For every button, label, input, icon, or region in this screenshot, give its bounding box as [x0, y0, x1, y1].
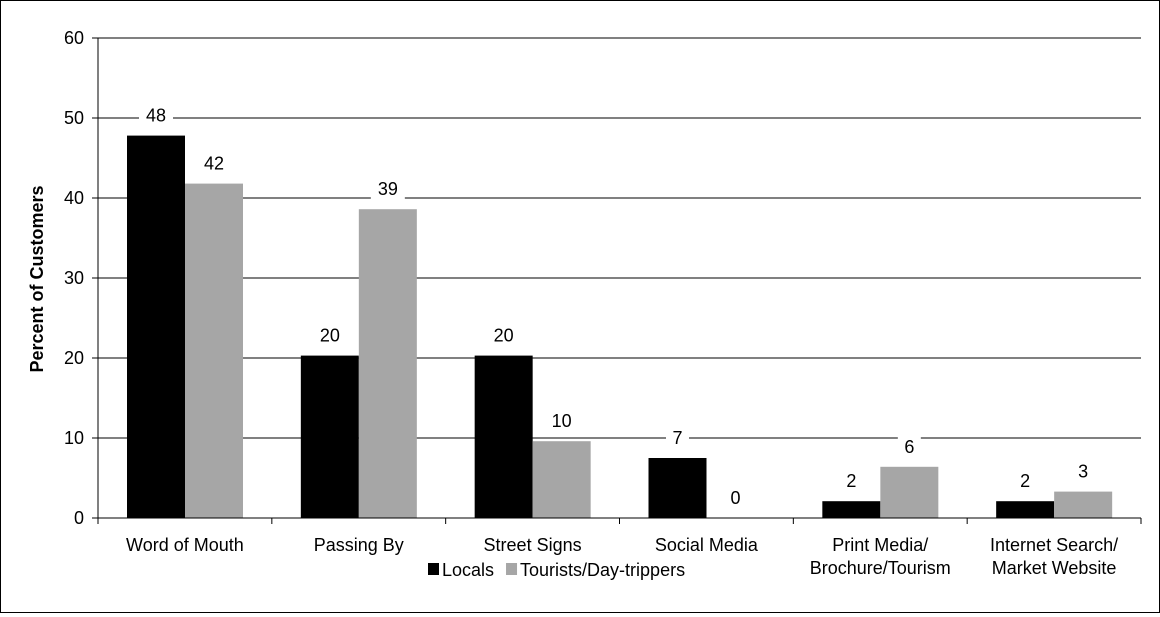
data-label-bg [197, 152, 231, 175]
category-label: Passing By [314, 535, 404, 555]
legend: Locals Tourists/Day-trippers [428, 560, 685, 580]
bar-locals-5 [996, 501, 1055, 518]
y-tick-label: 30 [64, 268, 84, 288]
data-label-bg [139, 104, 173, 127]
bar-locals-1 [300, 355, 359, 518]
data-label-bg [370, 178, 405, 201]
y-tick-label: 10 [64, 428, 84, 448]
y-tick-label: 50 [64, 108, 84, 128]
y-tick-label: 60 [64, 28, 84, 48]
category-label: Word of Mouth [126, 535, 244, 555]
category-label: Print Media/ [832, 535, 928, 555]
category-label: Internet Search/ [990, 535, 1118, 555]
data-label: 2 [846, 471, 856, 491]
data-label: 48 [146, 106, 166, 126]
category-label: Brochure/Tourism [810, 558, 951, 578]
data-label: 10 [552, 411, 572, 431]
data-label-bg [1013, 470, 1037, 493]
legend-swatch-tourists-day-trippers [506, 563, 518, 575]
bar-tourists-day-trippers-4 [880, 466, 939, 518]
data-label-bg [486, 324, 521, 347]
bar-tourists-day-trippers-0 [185, 183, 243, 518]
bar-tourists-day-trippers-5 [1054, 491, 1113, 518]
bar-locals-3 [648, 458, 707, 518]
bar-tourists-day-trippers-2 [532, 441, 591, 518]
legend-swatch-locals [428, 563, 439, 575]
category-label: Social Media [655, 535, 759, 555]
bar-locals-4 [822, 501, 881, 518]
data-label: 0 [730, 488, 740, 508]
data-label-bg [666, 427, 689, 449]
data-label: 39 [378, 179, 398, 199]
data-label-bg [1071, 460, 1095, 483]
axes [92, 37, 1142, 524]
data-label: 6 [904, 437, 914, 457]
data-label: 7 [672, 428, 682, 448]
data-label-bg [897, 435, 921, 458]
data-label-bg [312, 324, 347, 347]
y-tick-label: 20 [64, 348, 84, 368]
data-label: 2 [1020, 471, 1030, 491]
y-tick-label: 0 [74, 508, 84, 528]
category-label: Street Signs [484, 535, 582, 555]
legend-label: Locals [442, 560, 494, 580]
bar-locals-2 [474, 355, 533, 518]
data-label-bg [544, 410, 579, 433]
labels: 0 10 20 30 40 50 60 48 20 20 7 2 2 42 39 10 0 6 3 Word of M… [64, 28, 1118, 578]
bar-tourists-day-trippers-1 [358, 209, 417, 518]
y-tick-label: 40 [64, 188, 84, 208]
data-label: 20 [494, 326, 514, 346]
gridlines [98, 37, 1141, 439]
data-label: 20 [320, 326, 340, 346]
legend-label: Tourists/Day-trippers [520, 560, 685, 580]
data-label-bg [724, 487, 747, 509]
data-label: 3 [1078, 462, 1088, 482]
bar-locals-0 [127, 135, 185, 518]
bars [127, 135, 1113, 518]
data-label: 42 [204, 154, 224, 174]
data-label-bg [839, 470, 863, 493]
category-label: Market Website [992, 558, 1117, 578]
y-axis-title: Percent of Customers [27, 185, 47, 372]
